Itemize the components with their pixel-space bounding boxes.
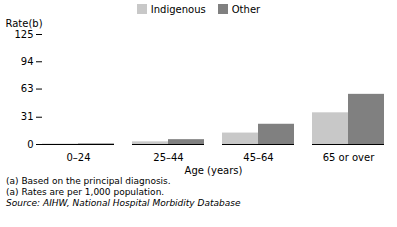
svg-text:Rate(b): Rate(b) [6, 18, 43, 29]
html-text:(a) Based on the principal dia: (a) Based on the principal diagnosis. [6, 176, 171, 186]
svg-text:45–64: 45–64 [243, 152, 273, 163]
svg-text:31: 31 [21, 111, 34, 122]
html-text:Source: AIHW, National Hospita: Source: AIHW, National Hospital Morbidit… [6, 198, 241, 208]
svg-text:0–24: 0–24 [66, 152, 90, 163]
svg-text:Age (years): Age (years) [185, 165, 243, 176]
svg-text:25–44: 25–44 [153, 152, 183, 163]
svg-text:63: 63 [21, 83, 34, 94]
svg-text:125: 125 [14, 29, 33, 40]
html-text:Other: Other [231, 3, 261, 15]
html-text:Indigenous: Indigenous [150, 3, 206, 15]
svg-text:65 or over: 65 or over [323, 152, 376, 163]
svg-text:0: 0 [27, 139, 33, 150]
svg-text:94: 94 [21, 56, 34, 67]
html-text:(a) Rates are per 1,000 popula: (a) Rates are per 1,000 population. [6, 187, 165, 197]
